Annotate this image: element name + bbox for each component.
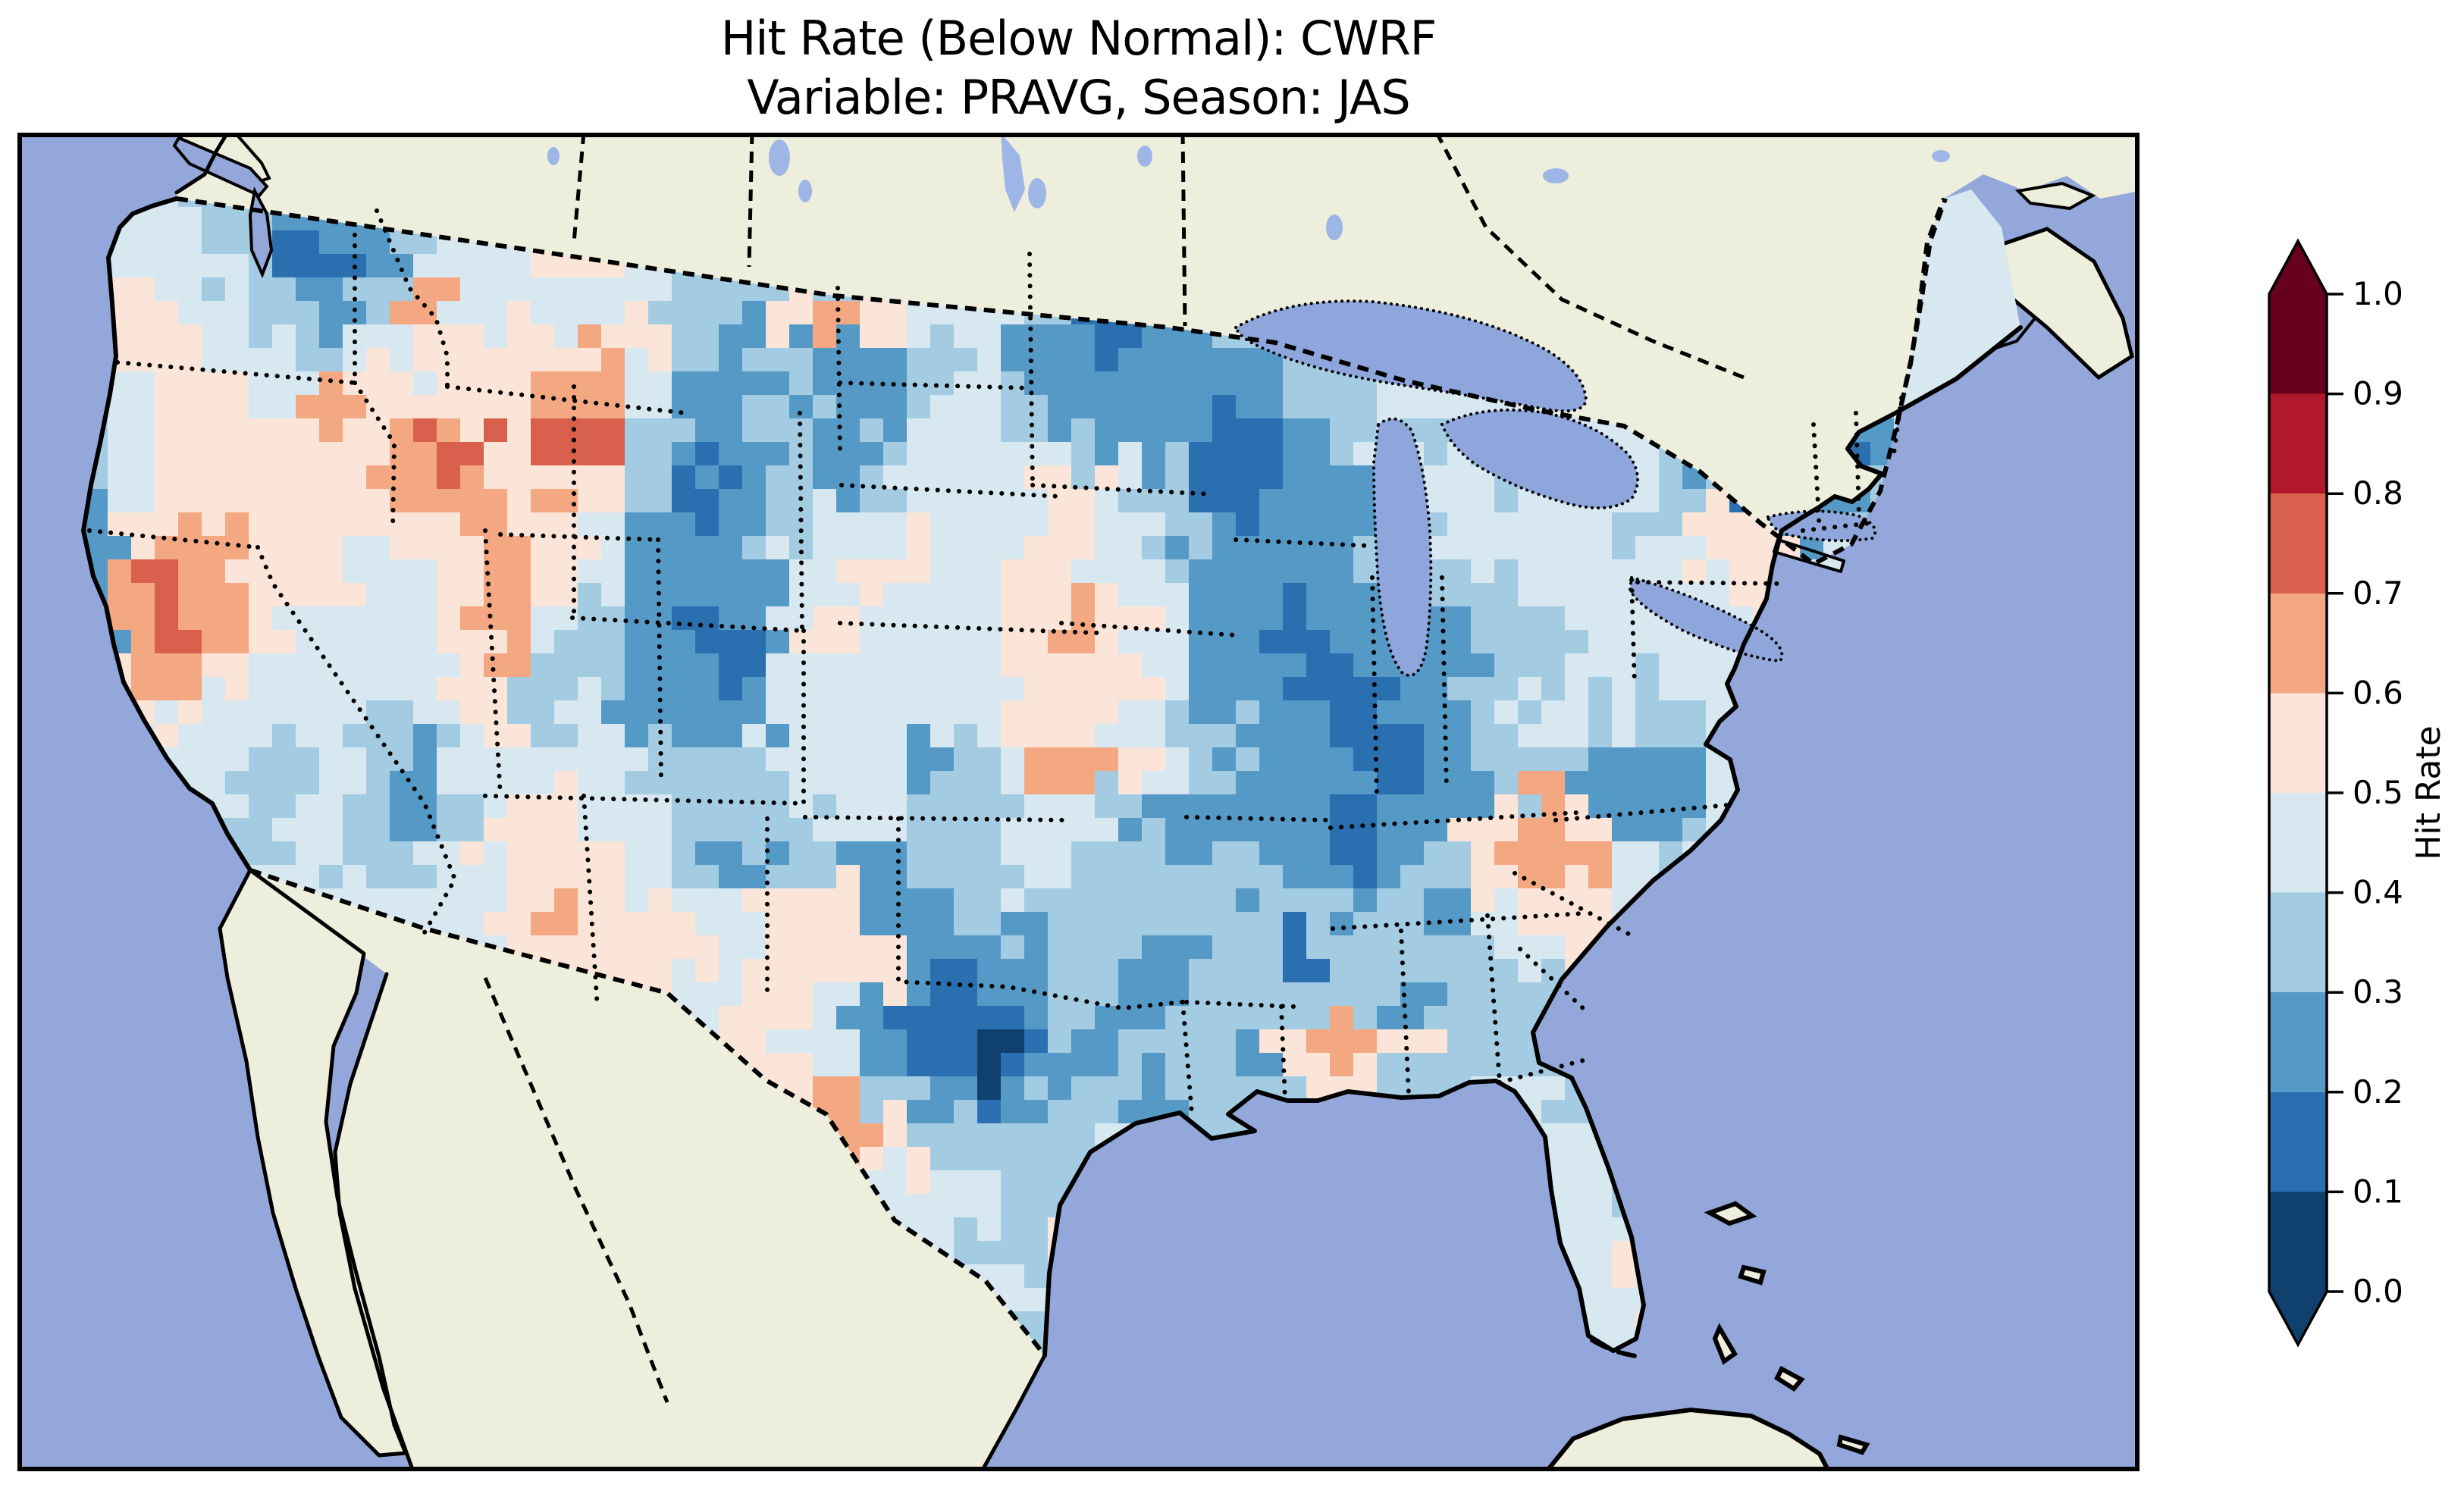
state-borders: [87, 208, 1904, 1117]
colorbar-segment: [2269, 493, 2327, 594]
colorbar-extend-above-triangle: [2269, 241, 2327, 294]
florida-keys: [1590, 1338, 1644, 1359]
colorbar-tick-label: 0.4: [2353, 874, 2403, 911]
mexico-landmass: [250, 870, 1045, 1471]
cuba: [1544, 1407, 1832, 1471]
colorbar-tick-label: 0.5: [2353, 774, 2403, 811]
colorbar-tick-label: 0.3: [2353, 973, 2403, 1010]
great-lakes: [1234, 299, 1877, 677]
colorbar-segment: [2269, 793, 2327, 894]
colorbar-tick-label: 0.8: [2353, 475, 2403, 512]
canada-province-borders: [572, 133, 1745, 380]
lake-michigan: [1372, 417, 1433, 677]
country-borders: [176, 133, 1948, 1403]
map-frame: [17, 133, 2140, 1471]
us-canada-border: [176, 196, 1946, 567]
colorbar-segment: [2269, 1192, 2327, 1292]
canada-landmass: [177, 133, 2140, 564]
pacific-coastline: [81, 196, 252, 872]
colorbar-tick-label: 0.0: [2353, 1273, 2403, 1310]
lake-ontario: [1766, 509, 1877, 543]
colorbar-axis-label: Hit Rate: [2409, 725, 2448, 860]
colorbar-tick-label: 0.1: [2353, 1173, 2403, 1210]
small-canadian-lakes: [547, 133, 1950, 240]
colorbar-tick-label: 1.0: [2353, 275, 2403, 312]
bahamas-islands: [1704, 1201, 1870, 1455]
colorbar-tick-label: 0.2: [2353, 1073, 2403, 1110]
mexico-gulf-coast: [980, 1353, 1047, 1471]
colorbar-tick-label: 0.7: [2353, 575, 2403, 612]
colorbar-extend-below-triangle: [2269, 1292, 2327, 1345]
colorbar-segment: [2269, 992, 2327, 1093]
colorbar-tick-label: 0.6: [2353, 674, 2403, 711]
colorbar-segment: [2269, 593, 2327, 694]
colorbar-panel: 1.0 0.9 0.8 0.7 0.6 0.5 0.4 0.3 0.2 0.1 0.0 Hit Ra…: [2268, 238, 2448, 1348]
prince-edward-island: [2014, 181, 2096, 211]
lake-huron: [1440, 408, 1640, 509]
long-island-outline: [1773, 538, 1845, 573]
colorbar-segment: [2269, 892, 2327, 993]
nova-scotia: [1982, 227, 2134, 381]
colorbar-segment: [2269, 1092, 2327, 1192]
colorbar-segment: [2269, 393, 2327, 494]
lake-superior: [1234, 299, 1588, 413]
bc-coastline: [174, 133, 230, 195]
us-mexico-border: [249, 868, 1047, 1357]
figure-title-line1: Hit Rate (Below Normal): CWRF: [720, 11, 1437, 66]
colorbar-segments: [2269, 294, 2327, 1292]
mexico-state-border: [483, 977, 669, 1403]
colorbar-segment: [2269, 294, 2327, 395]
figure-title-line2: Variable: PRAVG, Season: JAS: [747, 70, 1410, 125]
colorbar-ticks: 1.0 0.9 0.8 0.7 0.6 0.5 0.4 0.3 0.2 0.1 0.0: [2327, 275, 2403, 1310]
colorbar-segment: [2269, 693, 2327, 794]
colorbar-tick-label: 0.9: [2353, 375, 2403, 412]
map-panel: [17, 133, 2140, 1471]
mexico-gulf-of-california-coast: [333, 972, 415, 1471]
maine-border: [1895, 197, 1948, 425]
